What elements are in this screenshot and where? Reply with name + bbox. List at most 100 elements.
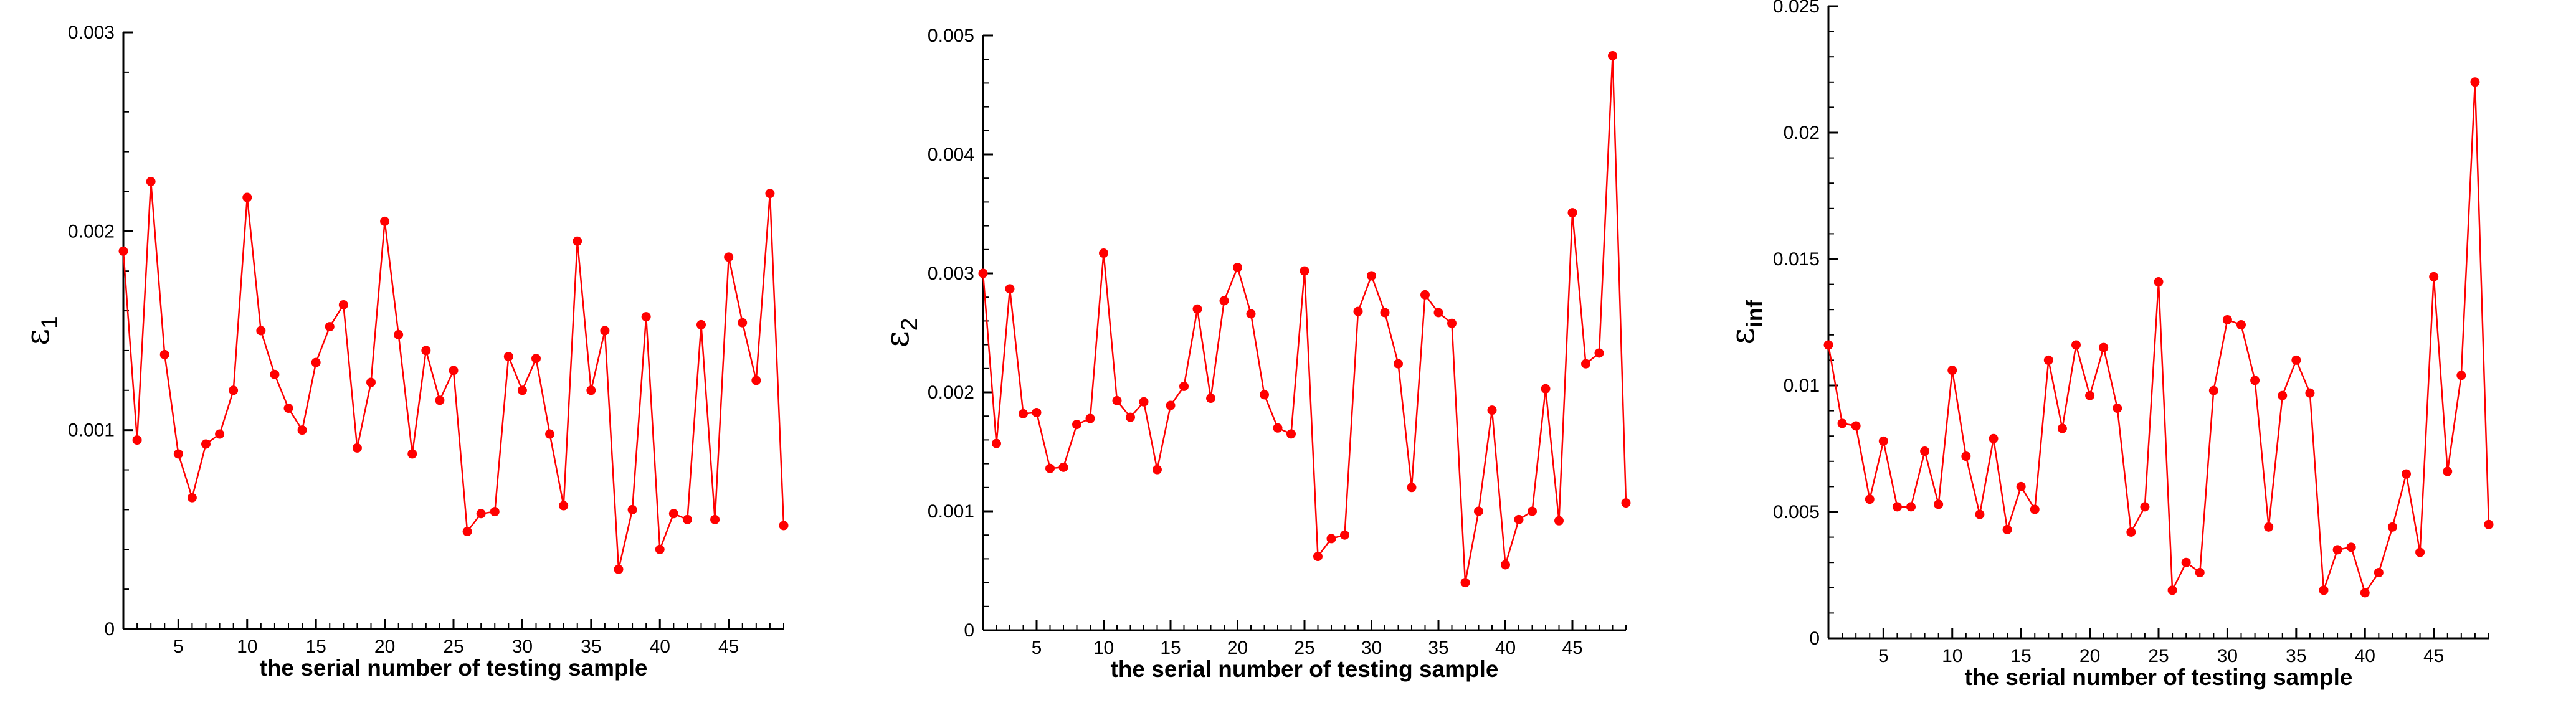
data-point [641, 312, 651, 322]
data-point [407, 449, 417, 459]
data-point [2250, 376, 2260, 385]
data-point [1085, 413, 1095, 423]
data-point [1260, 390, 1269, 400]
x-axis-label: the serial number of testing sample [260, 655, 648, 681]
y-tick-label: 0.005 [1773, 502, 1820, 522]
data-point [738, 318, 748, 328]
data-point [338, 300, 348, 309]
data-point [2071, 340, 2081, 350]
y-tick-label: 0 [1809, 628, 1820, 649]
data-point [2402, 469, 2411, 479]
y-axis-label: ε1 [19, 316, 62, 346]
data-point [2456, 371, 2466, 380]
data-point [531, 354, 541, 364]
y-tick-label: 0.025 [1773, 0, 1820, 17]
y-tick-label: 0.003 [68, 22, 115, 43]
data-point [1528, 506, 1537, 516]
data-point [2002, 524, 2012, 534]
data-point [545, 429, 555, 439]
data-point [2346, 542, 2356, 552]
data-point [1273, 423, 1283, 433]
chart-epsilon-1: 0 0.001 0.002 0.003 5 10 15 20 25 30 35 40 45 the ser… [19, 22, 789, 681]
y-axis-label-symbol: ε [19, 329, 57, 346]
data-point [724, 252, 734, 262]
data-point [2085, 390, 2095, 400]
x-tick-label: 25 [443, 636, 463, 657]
x-tick-label: 10 [1093, 638, 1114, 658]
data-point [1112, 395, 1122, 405]
data-point [1514, 514, 1524, 524]
data-point [2291, 355, 2301, 365]
x-tick-label: 45 [1562, 638, 1582, 658]
data-point [1353, 306, 1363, 316]
data-point [1823, 340, 1833, 350]
x-tick-label: 20 [374, 636, 395, 657]
data-point [710, 514, 720, 524]
data-point [1313, 552, 1323, 562]
y-tick-label: 0.01 [1784, 376, 1820, 396]
x-tick-label: 40 [1495, 638, 1516, 658]
data-point [1878, 436, 1888, 446]
data-point [2332, 545, 2342, 555]
data-point [1045, 463, 1055, 473]
data-point [1286, 429, 1296, 439]
data-point [2484, 519, 2494, 529]
data-point [1581, 359, 1590, 369]
data-point [1300, 266, 1309, 276]
data-point [1380, 308, 1390, 318]
data-point [614, 564, 624, 574]
data-point [2443, 466, 2453, 476]
data-point [380, 216, 390, 226]
data-point [573, 236, 582, 246]
data-point [559, 501, 569, 511]
y-tick-label: 0.005 [928, 26, 974, 46]
data-point [366, 377, 376, 387]
data-point [159, 349, 169, 359]
data-point [1934, 499, 1944, 509]
data-point [2470, 77, 2480, 87]
x-tick-label: 15 [305, 636, 326, 657]
x-tick-label: 30 [1361, 638, 1382, 658]
x-tick-label: 45 [718, 636, 739, 657]
data-point [2140, 502, 2150, 512]
data-point [1433, 308, 1443, 318]
y-axis-label-subscript: inf [1742, 300, 1767, 328]
data-point [2208, 385, 2218, 395]
data-point [2429, 272, 2439, 281]
data-point [1447, 318, 1457, 328]
data-point [655, 544, 665, 554]
data-point [2278, 390, 2288, 400]
data-point [779, 521, 789, 531]
data-point [1541, 384, 1551, 394]
data-point [2222, 314, 2232, 324]
data-point [2415, 547, 2425, 557]
data-point [462, 527, 472, 537]
series-line [1827, 82, 2490, 595]
x-tick-label: 15 [2010, 646, 2031, 666]
data-point [490, 507, 500, 517]
data-point [187, 493, 197, 503]
data-point [2043, 355, 2053, 365]
data-point [1326, 534, 1336, 544]
data-point [2113, 404, 2122, 413]
data-point [394, 329, 404, 339]
x-tick-label: 20 [2079, 646, 2100, 666]
data-point [2030, 504, 2040, 514]
data-point [1407, 483, 1417, 493]
x-tick-label: 45 [2423, 646, 2444, 666]
data-point [682, 514, 692, 524]
x-tick-label: 5 [1032, 638, 1042, 658]
data-point [1608, 50, 1617, 60]
y-axis-label: ε2 [879, 318, 922, 348]
y-tick-label: 0.001 [68, 420, 115, 441]
data-point [1906, 502, 1916, 512]
data-point [201, 439, 211, 449]
data-point [2374, 567, 2384, 577]
x-tick-label: 40 [2355, 646, 2375, 666]
x-tick-label: 25 [1294, 638, 1314, 658]
data-point [1487, 405, 1497, 415]
data-point [1851, 421, 1861, 431]
chart-epsilon-inf: 0 0.005 0.01 0.015 0.02 0.025 5 10 15 20 25 30 35 40 4… [1724, 0, 2494, 690]
data-point [1837, 418, 1847, 428]
x-tick-label: 35 [581, 636, 601, 657]
